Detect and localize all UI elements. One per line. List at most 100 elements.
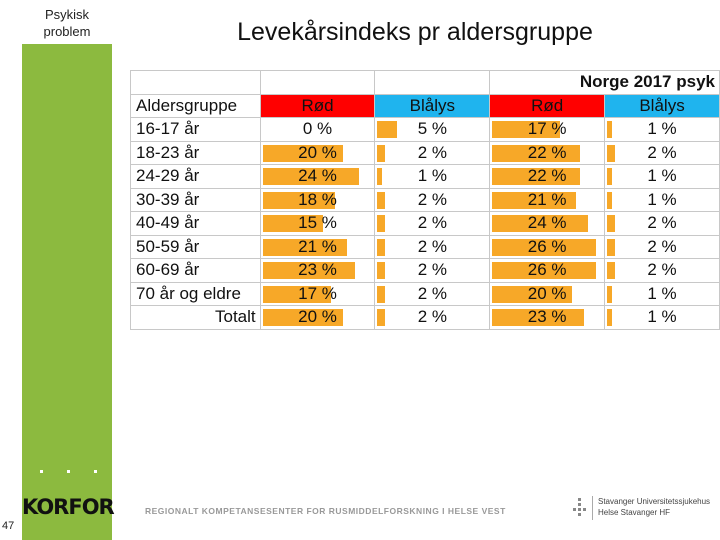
value-text: 2 %	[417, 283, 447, 303]
value-cell-bla1: 2 %	[374, 305, 491, 330]
value-text: 0 %	[302, 119, 333, 139]
value-cell-rod1: 20 %	[259, 140, 376, 165]
value-bar	[377, 309, 386, 326]
value-text: 24 %	[298, 166, 337, 186]
value-bar	[492, 309, 585, 326]
value-cell-bla2: 1 %	[604, 187, 720, 212]
value-text: 23 %	[298, 260, 337, 280]
value-cell-rod2: 23 %	[489, 305, 606, 330]
value-bar	[262, 238, 347, 256]
hospital-cross-icon	[570, 498, 590, 518]
value-bar	[262, 144, 343, 162]
value-bar	[262, 285, 331, 303]
hospital-org: Helse Stavanger HF	[598, 508, 671, 517]
sidebar-dots	[40, 470, 130, 476]
value-text: 18 %	[298, 189, 337, 209]
value-text: 1 %	[647, 119, 677, 139]
value-text: 20 %	[527, 283, 567, 303]
value-bar	[492, 144, 581, 162]
data-table: Norge 2017 psyk Aldersgruppe Rød Blålys …	[130, 70, 720, 330]
value-bar	[377, 215, 386, 232]
value-text: 1 %	[647, 283, 677, 303]
value-text: 21 %	[527, 189, 567, 209]
value-bar	[262, 215, 323, 232]
value-text: 2 %	[417, 236, 447, 256]
value-cell-bla1: 1 %	[374, 164, 491, 189]
table-row: 18-23 år 20 % 2 % 22 % 2 %	[130, 140, 720, 165]
value-cell-rod2: 17 %	[489, 117, 606, 142]
value-bar	[377, 144, 386, 162]
value-cell-rod2: 24 %	[489, 211, 606, 236]
value-bar	[377, 168, 383, 185]
value-bar	[262, 191, 335, 209]
header-rod-1: Rød	[259, 93, 376, 118]
value-bar	[492, 285, 573, 303]
value-cell-rod2: 21 %	[489, 187, 606, 212]
age-cell: 16-17 år	[130, 117, 261, 142]
table-row: 50-59 år 21 % 2 % 26 % 2 %	[130, 234, 720, 259]
value-cell-rod1: 17 %	[259, 281, 376, 306]
value-bar	[262, 262, 355, 279]
value-bar	[377, 238, 386, 256]
value-text: 2 %	[647, 142, 677, 162]
value-text: 2 %	[417, 260, 447, 280]
value-cell-rod1: 18 %	[259, 187, 376, 212]
footer-tagline: REGIONALT KOMPETANSESENTER FOR RUSMIDDEL…	[145, 506, 506, 516]
age-cell: 60-69 år	[130, 258, 261, 283]
value-text: 2 %	[647, 213, 677, 233]
value-text: 22 %	[527, 166, 567, 186]
value-bar	[377, 191, 386, 209]
value-text: 20 %	[298, 307, 337, 327]
page-number: 47	[2, 520, 15, 532]
group-header: Norge 2017 psyk	[489, 70, 720, 95]
total-row: Totalt 20 % 2 % 23 % 1 %	[130, 305, 720, 330]
value-bar	[377, 121, 398, 138]
age-cell: 70 år og eldre	[130, 281, 261, 306]
value-text: 2 %	[647, 260, 677, 280]
value-cell-rod2: 22 %	[489, 140, 606, 165]
value-cell-rod1: 21 %	[259, 234, 376, 259]
value-cell-bla2: 1 %	[604, 164, 720, 189]
value-text: 2 %	[647, 236, 677, 256]
value-cell-rod1: 24 %	[259, 164, 376, 189]
value-text: 23 %	[527, 307, 567, 327]
age-cell: 18-23 år	[130, 140, 261, 165]
value-cell-rod2: 26 %	[489, 258, 606, 283]
value-cell-bla2: 1 %	[604, 305, 720, 330]
value-bar	[492, 168, 581, 185]
value-bar	[607, 238, 616, 256]
value-bar	[492, 238, 597, 256]
value-cell-bla2: 1 %	[604, 281, 720, 306]
hospital-name: Stavanger Universitetssjukehus	[598, 497, 711, 506]
value-text: 17 %	[298, 283, 337, 303]
header-blalys-2: Blålys	[604, 93, 720, 118]
table-row: 70 år og eldre 17 % 2 % 20 % 1 %	[130, 281, 720, 306]
header-blalys-1: Blålys	[374, 93, 491, 118]
value-cell-bla2: 1 %	[604, 117, 720, 142]
value-text: 1 %	[647, 307, 677, 327]
value-cell-rod2: 20 %	[489, 281, 606, 306]
value-cell-rod2: 26 %	[489, 234, 606, 259]
value-text: 17 %	[527, 119, 567, 139]
value-cell-bla1: 2 %	[374, 140, 491, 165]
value-bar	[492, 262, 597, 279]
green-sidebar	[22, 44, 112, 540]
age-cell: 50-59 år	[130, 234, 261, 259]
header-rod-2: Rød	[489, 93, 606, 118]
age-cell: 40-49 år	[130, 211, 261, 236]
value-cell-bla1: 2 %	[374, 281, 491, 306]
value-text: 1 %	[417, 166, 447, 186]
group-header-row: Norge 2017 psyk	[130, 70, 720, 95]
value-text: 2 %	[417, 142, 447, 162]
value-cell-rod1: 23 %	[259, 258, 376, 283]
value-cell-bla1: 2 %	[374, 258, 491, 283]
value-bar	[607, 285, 613, 303]
value-cell-bla2: 2 %	[604, 234, 720, 259]
total-label: Totalt	[130, 305, 261, 330]
value-bar	[377, 285, 386, 303]
value-text: 22 %	[527, 142, 567, 162]
header-aldersgruppe: Aldersgruppe	[130, 93, 261, 118]
value-cell-bla1: 2 %	[374, 234, 491, 259]
value-bar	[262, 309, 343, 326]
value-text: 2 %	[417, 307, 447, 327]
